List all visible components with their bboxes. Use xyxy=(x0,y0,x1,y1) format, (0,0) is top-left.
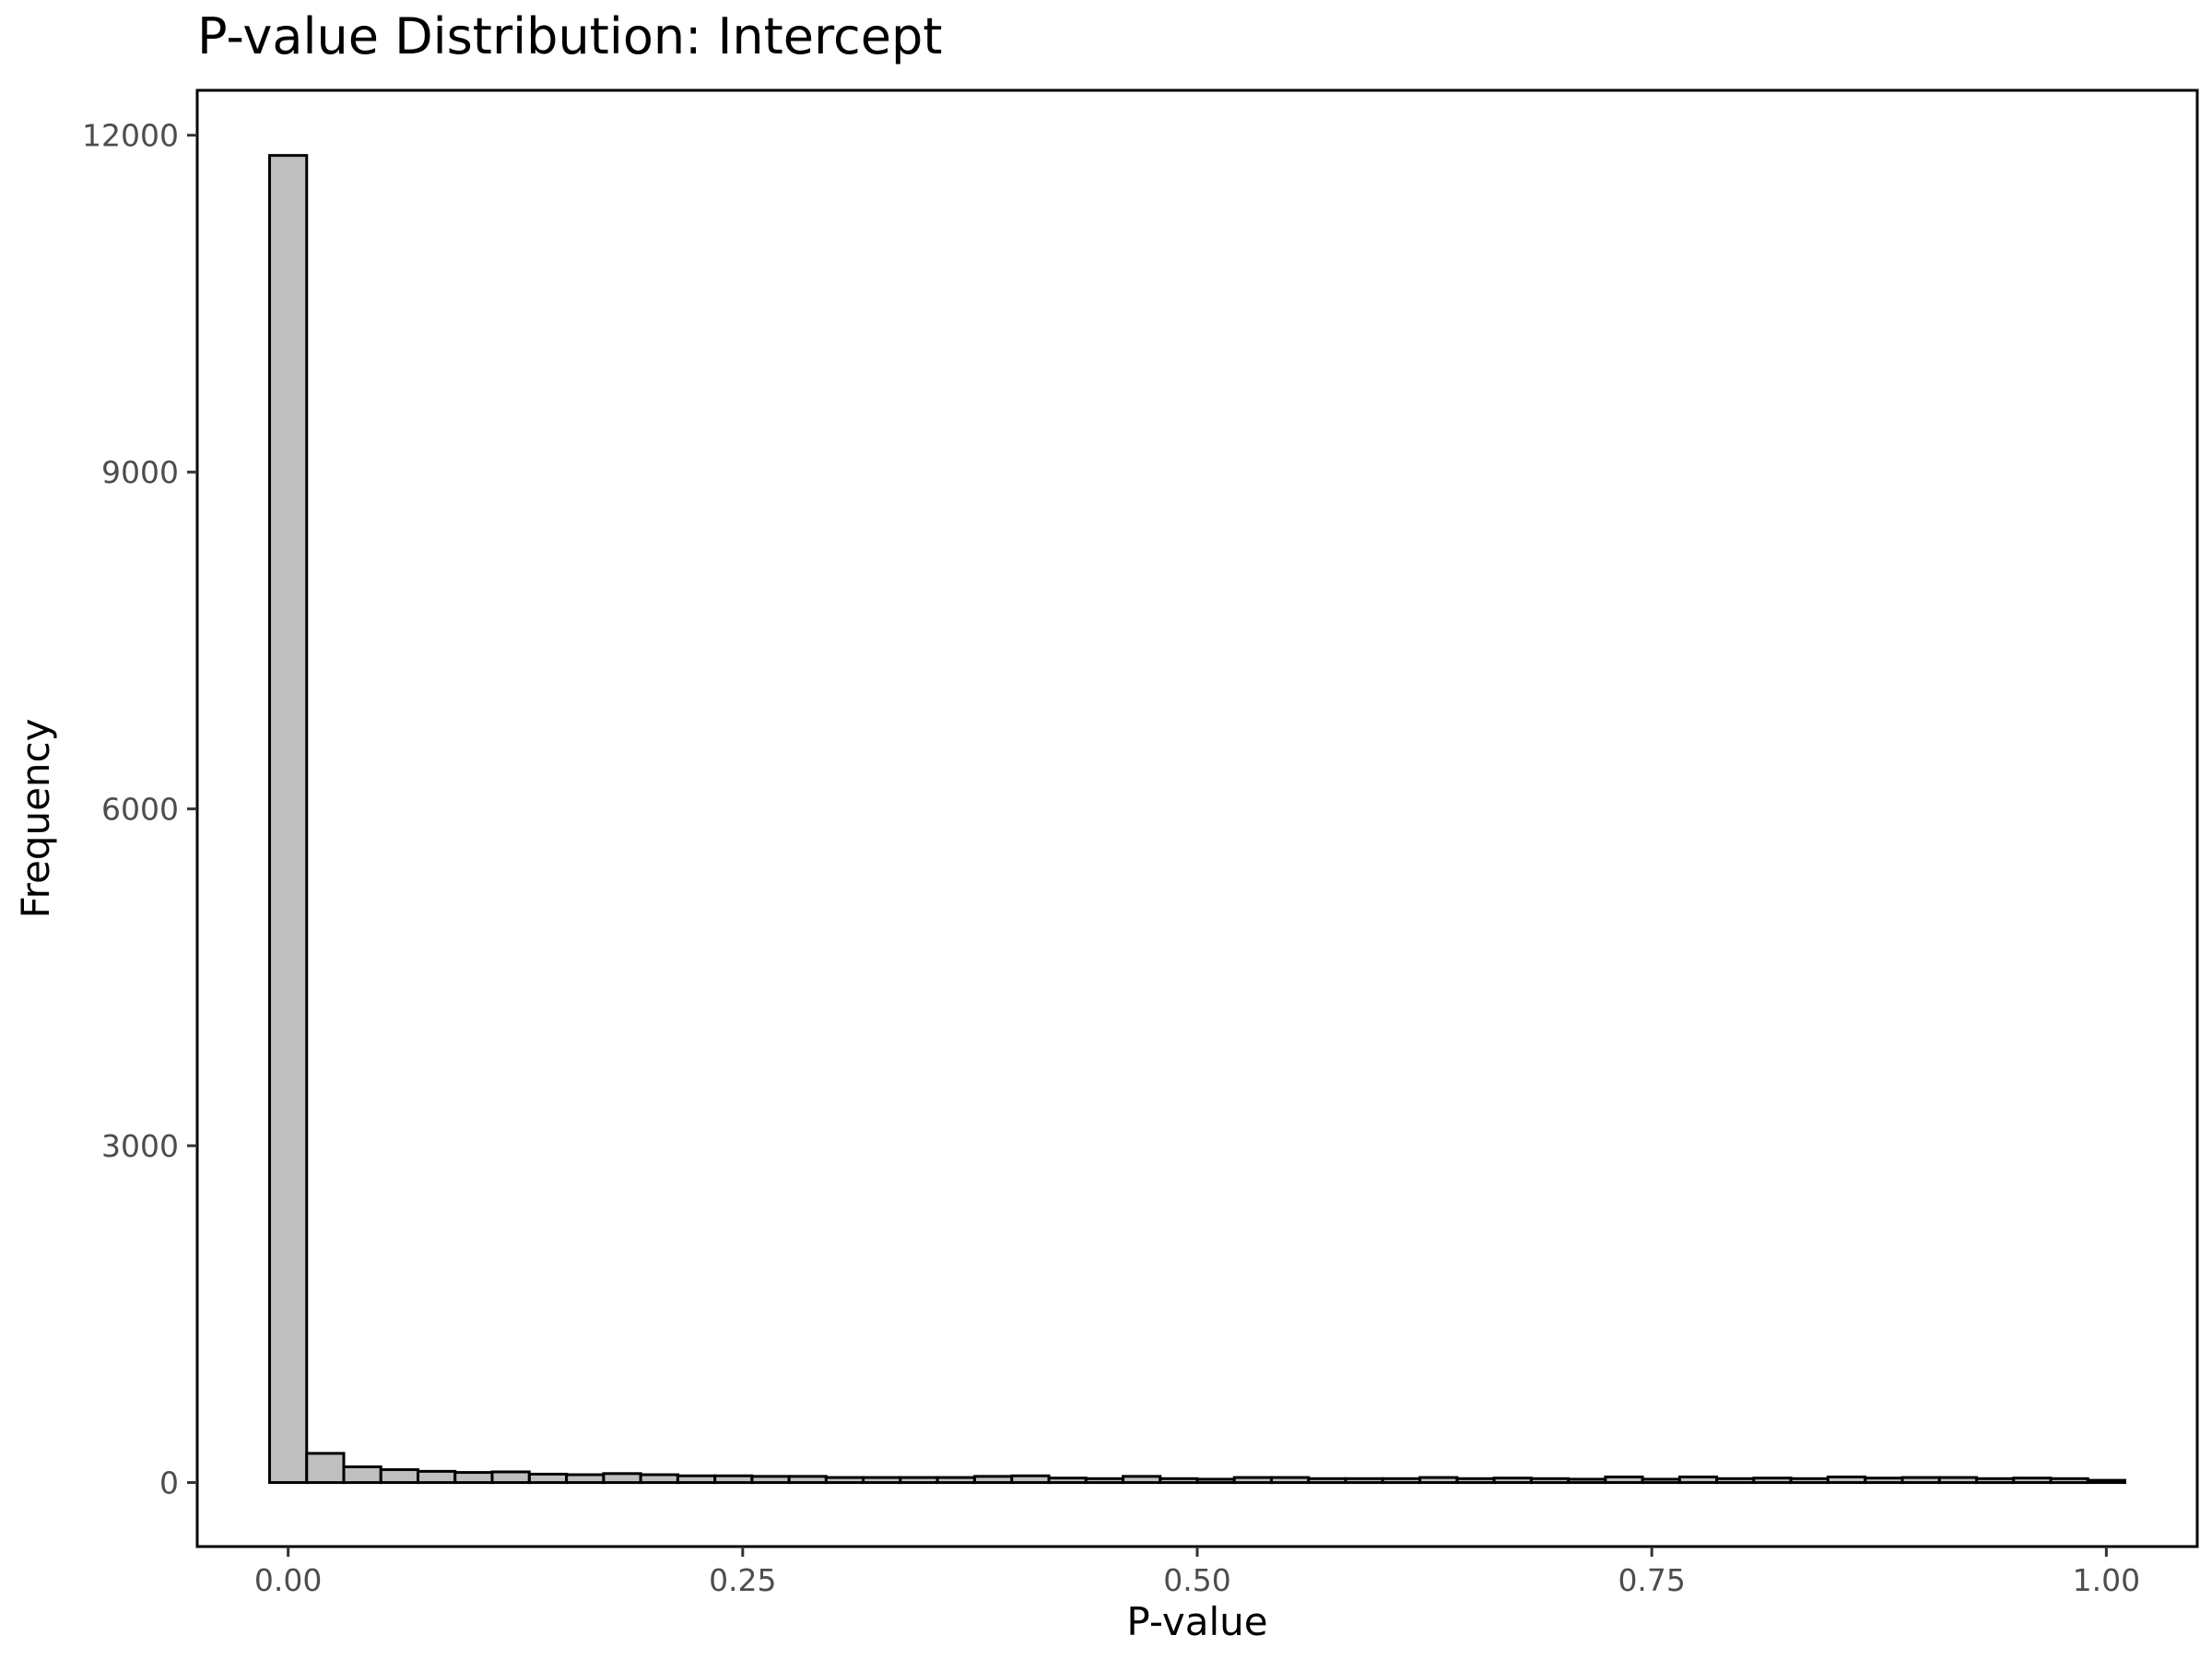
histogram-bar xyxy=(1307,1477,1347,1485)
x-axis: 0.00 0.25 0.50 0.75 1.00 xyxy=(254,1547,2140,1598)
histogram-bar xyxy=(565,1473,606,1485)
histogram-bar xyxy=(379,1468,419,1485)
y-axis: 0 3000 6000 9000 12000 xyxy=(82,118,197,1501)
histogram-bar xyxy=(1529,1477,1571,1485)
x-tick-label: 0.25 xyxy=(709,1562,776,1598)
histogram-bar xyxy=(527,1472,569,1485)
histogram-bar xyxy=(639,1473,679,1485)
histogram-bar xyxy=(453,1471,494,1485)
histogram-bar xyxy=(2012,1477,2053,1485)
histogram-bar xyxy=(1715,1477,1756,1485)
histogram-bar xyxy=(1900,1476,1941,1485)
histogram-bar xyxy=(1677,1475,1719,1485)
histogram-bar xyxy=(1195,1477,1236,1485)
histogram-bar xyxy=(1937,1476,1979,1485)
histogram-bar xyxy=(1381,1477,1421,1485)
y-tick-label: 6000 xyxy=(101,792,179,828)
histogram-bar xyxy=(1232,1476,1273,1485)
histogram-bar xyxy=(935,1476,976,1485)
histogram-bar xyxy=(1455,1477,1496,1485)
histogram-bar xyxy=(1269,1476,1311,1485)
histogram-bar xyxy=(1122,1475,1162,1485)
histogram-bar xyxy=(862,1476,902,1485)
y-axis-title: Frequency xyxy=(13,719,58,919)
histogram-bar xyxy=(1864,1477,1904,1485)
histogram-bar xyxy=(1010,1474,1051,1485)
histogram-bar xyxy=(1975,1477,2016,1485)
histogram-bar xyxy=(342,1465,382,1485)
histogram-bar xyxy=(676,1474,717,1485)
histogram-bar xyxy=(1604,1475,1644,1485)
chart-title: P-value Distribution: Intercept xyxy=(197,7,942,65)
histogram-bar xyxy=(416,1469,457,1485)
histogram-bar xyxy=(2049,1477,2089,1485)
histogram-bar xyxy=(824,1476,865,1485)
y-tick-label: 3000 xyxy=(101,1128,179,1164)
histogram-bar xyxy=(1567,1477,1607,1485)
x-tick-label: 0.00 xyxy=(254,1562,322,1598)
histogram-bar xyxy=(1492,1477,1533,1485)
histogram-bar xyxy=(750,1475,791,1485)
y-tick-label: 9000 xyxy=(101,454,179,490)
histogram-bar xyxy=(1084,1477,1125,1485)
histogram-bar xyxy=(1159,1477,1199,1485)
histogram-bar xyxy=(1418,1476,1459,1485)
y-tick-label: 12000 xyxy=(82,118,179,154)
y-tick-label: 0 xyxy=(159,1465,179,1501)
x-axis-title: P-value xyxy=(1126,1599,1267,1644)
histogram-bar xyxy=(973,1475,1014,1485)
histogram-bar xyxy=(787,1475,828,1485)
x-tick-label: 0.75 xyxy=(1618,1562,1685,1598)
histogram-bar xyxy=(268,154,309,1485)
histogram-bar xyxy=(2086,1478,2126,1485)
histogram-bar xyxy=(1826,1475,1867,1485)
histogram-bar xyxy=(602,1472,642,1485)
histogram-bar xyxy=(1344,1477,1384,1485)
histogram-bar xyxy=(490,1470,531,1485)
histogram-bar xyxy=(305,1452,346,1485)
x-tick-label: 1.00 xyxy=(2073,1562,2140,1598)
histogram-bar xyxy=(1047,1477,1088,1485)
histogram-bar xyxy=(1752,1477,1793,1485)
histogram-bar xyxy=(899,1476,939,1485)
bars-layer xyxy=(268,154,2126,1485)
histogram-bar xyxy=(713,1474,754,1485)
histogram-bar xyxy=(1641,1477,1681,1485)
x-tick-label: 0.50 xyxy=(1163,1562,1230,1598)
histogram-bar xyxy=(1789,1477,1830,1485)
plot-panel-border xyxy=(195,88,2199,1548)
